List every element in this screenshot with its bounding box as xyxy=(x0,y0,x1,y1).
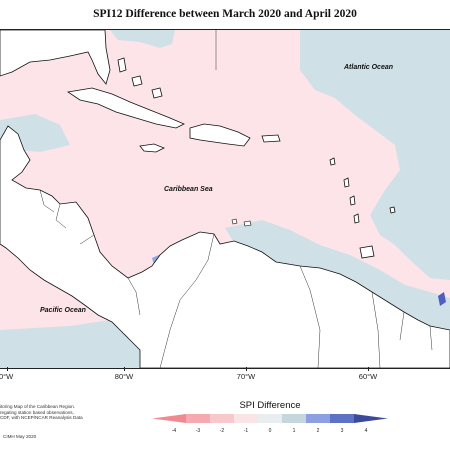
lon-tick-90 xyxy=(7,367,8,371)
legend-color-segment xyxy=(354,414,388,423)
credits-line-3: CDF, with NCEP/NCAR Reanalysis Data xyxy=(0,415,83,421)
land-bahamas-1 xyxy=(117,57,127,73)
map-credits: itoring Map of the Caribbean Region. reg… xyxy=(0,404,83,421)
positive-region-atlantic xyxy=(300,30,450,280)
land-hispaniola xyxy=(189,123,251,147)
legend-tick-label: 4 xyxy=(365,428,368,434)
legend-color-segment xyxy=(258,414,282,423)
legend-tick-label: -4 xyxy=(172,428,177,434)
land-trinidad xyxy=(359,245,375,259)
land-puerto-rico xyxy=(261,134,281,143)
legend-tick-label: 0 xyxy=(269,428,272,434)
ocean-label-pacific: Pacific Ocean xyxy=(40,307,86,314)
lon-label-70w: 70°W xyxy=(236,372,256,381)
small-islands xyxy=(231,218,252,227)
legend-color-segment xyxy=(210,414,234,423)
map-panel: Atlantic Ocean Caribbean Sea Pacific Oce… xyxy=(0,29,450,369)
legend-tick-label: -1 xyxy=(244,428,249,434)
copyright-text: CIMH May 2020 xyxy=(3,434,37,439)
land-antilles-2 xyxy=(343,177,350,188)
legend-color-segment xyxy=(282,414,306,423)
legend-tick-label: 1 xyxy=(293,428,296,434)
legend-title: SPI Difference xyxy=(239,400,301,411)
land-jamaica xyxy=(139,143,165,153)
land-aruba xyxy=(231,218,238,225)
country-borders xyxy=(39,30,433,368)
lon-label-90w: 90°W xyxy=(0,372,14,381)
positive-region-ne xyxy=(110,30,175,48)
credits-line-1: itoring Map of the Caribbean Region. xyxy=(0,404,76,409)
land-bahamas-2 xyxy=(131,75,143,87)
lon-tick-60 xyxy=(368,367,369,371)
legend-color-segment xyxy=(152,414,186,423)
land-curacao xyxy=(243,220,252,227)
legend-color-segment xyxy=(306,414,330,423)
legend-color-segment xyxy=(186,414,210,423)
land-north-america xyxy=(0,30,111,85)
spi-map xyxy=(0,30,450,368)
legend-tick-label: -2 xyxy=(220,428,225,434)
lon-tick-70 xyxy=(246,367,247,371)
land-central-south-america xyxy=(0,125,450,368)
land-antilles-3 xyxy=(349,195,356,206)
credits-line-2: regating station based observations, xyxy=(0,409,74,415)
legend-color-segment xyxy=(234,414,258,423)
land-bahamas-3 xyxy=(151,87,163,99)
lon-label-60w: 60°W xyxy=(358,372,378,381)
legend-tick-label: 3 xyxy=(341,428,344,434)
legend-tick-label: -3 xyxy=(196,428,201,434)
lon-tick-80 xyxy=(124,367,125,371)
positive-region-guyana-spot xyxy=(438,292,446,306)
legend-colorbar: -4 -3 -2 -1 0 1 2 3 4 xyxy=(152,414,388,434)
land-antilles-1 xyxy=(329,157,336,166)
landmasses xyxy=(0,30,450,368)
map-title: SPI12 Difference between March 2020 and … xyxy=(93,8,357,20)
land-cuba xyxy=(66,87,185,129)
land-antilles-4 xyxy=(353,213,360,224)
legend-color-segment xyxy=(330,414,354,423)
legend-tick-label: 2 xyxy=(317,428,320,434)
lon-label-80w: 80°W xyxy=(114,372,134,381)
land-barbados xyxy=(389,206,396,214)
ocean-label-caribbean: Caribbean Sea xyxy=(164,186,213,193)
ocean-label-atlantic: Atlantic Ocean xyxy=(344,64,394,71)
